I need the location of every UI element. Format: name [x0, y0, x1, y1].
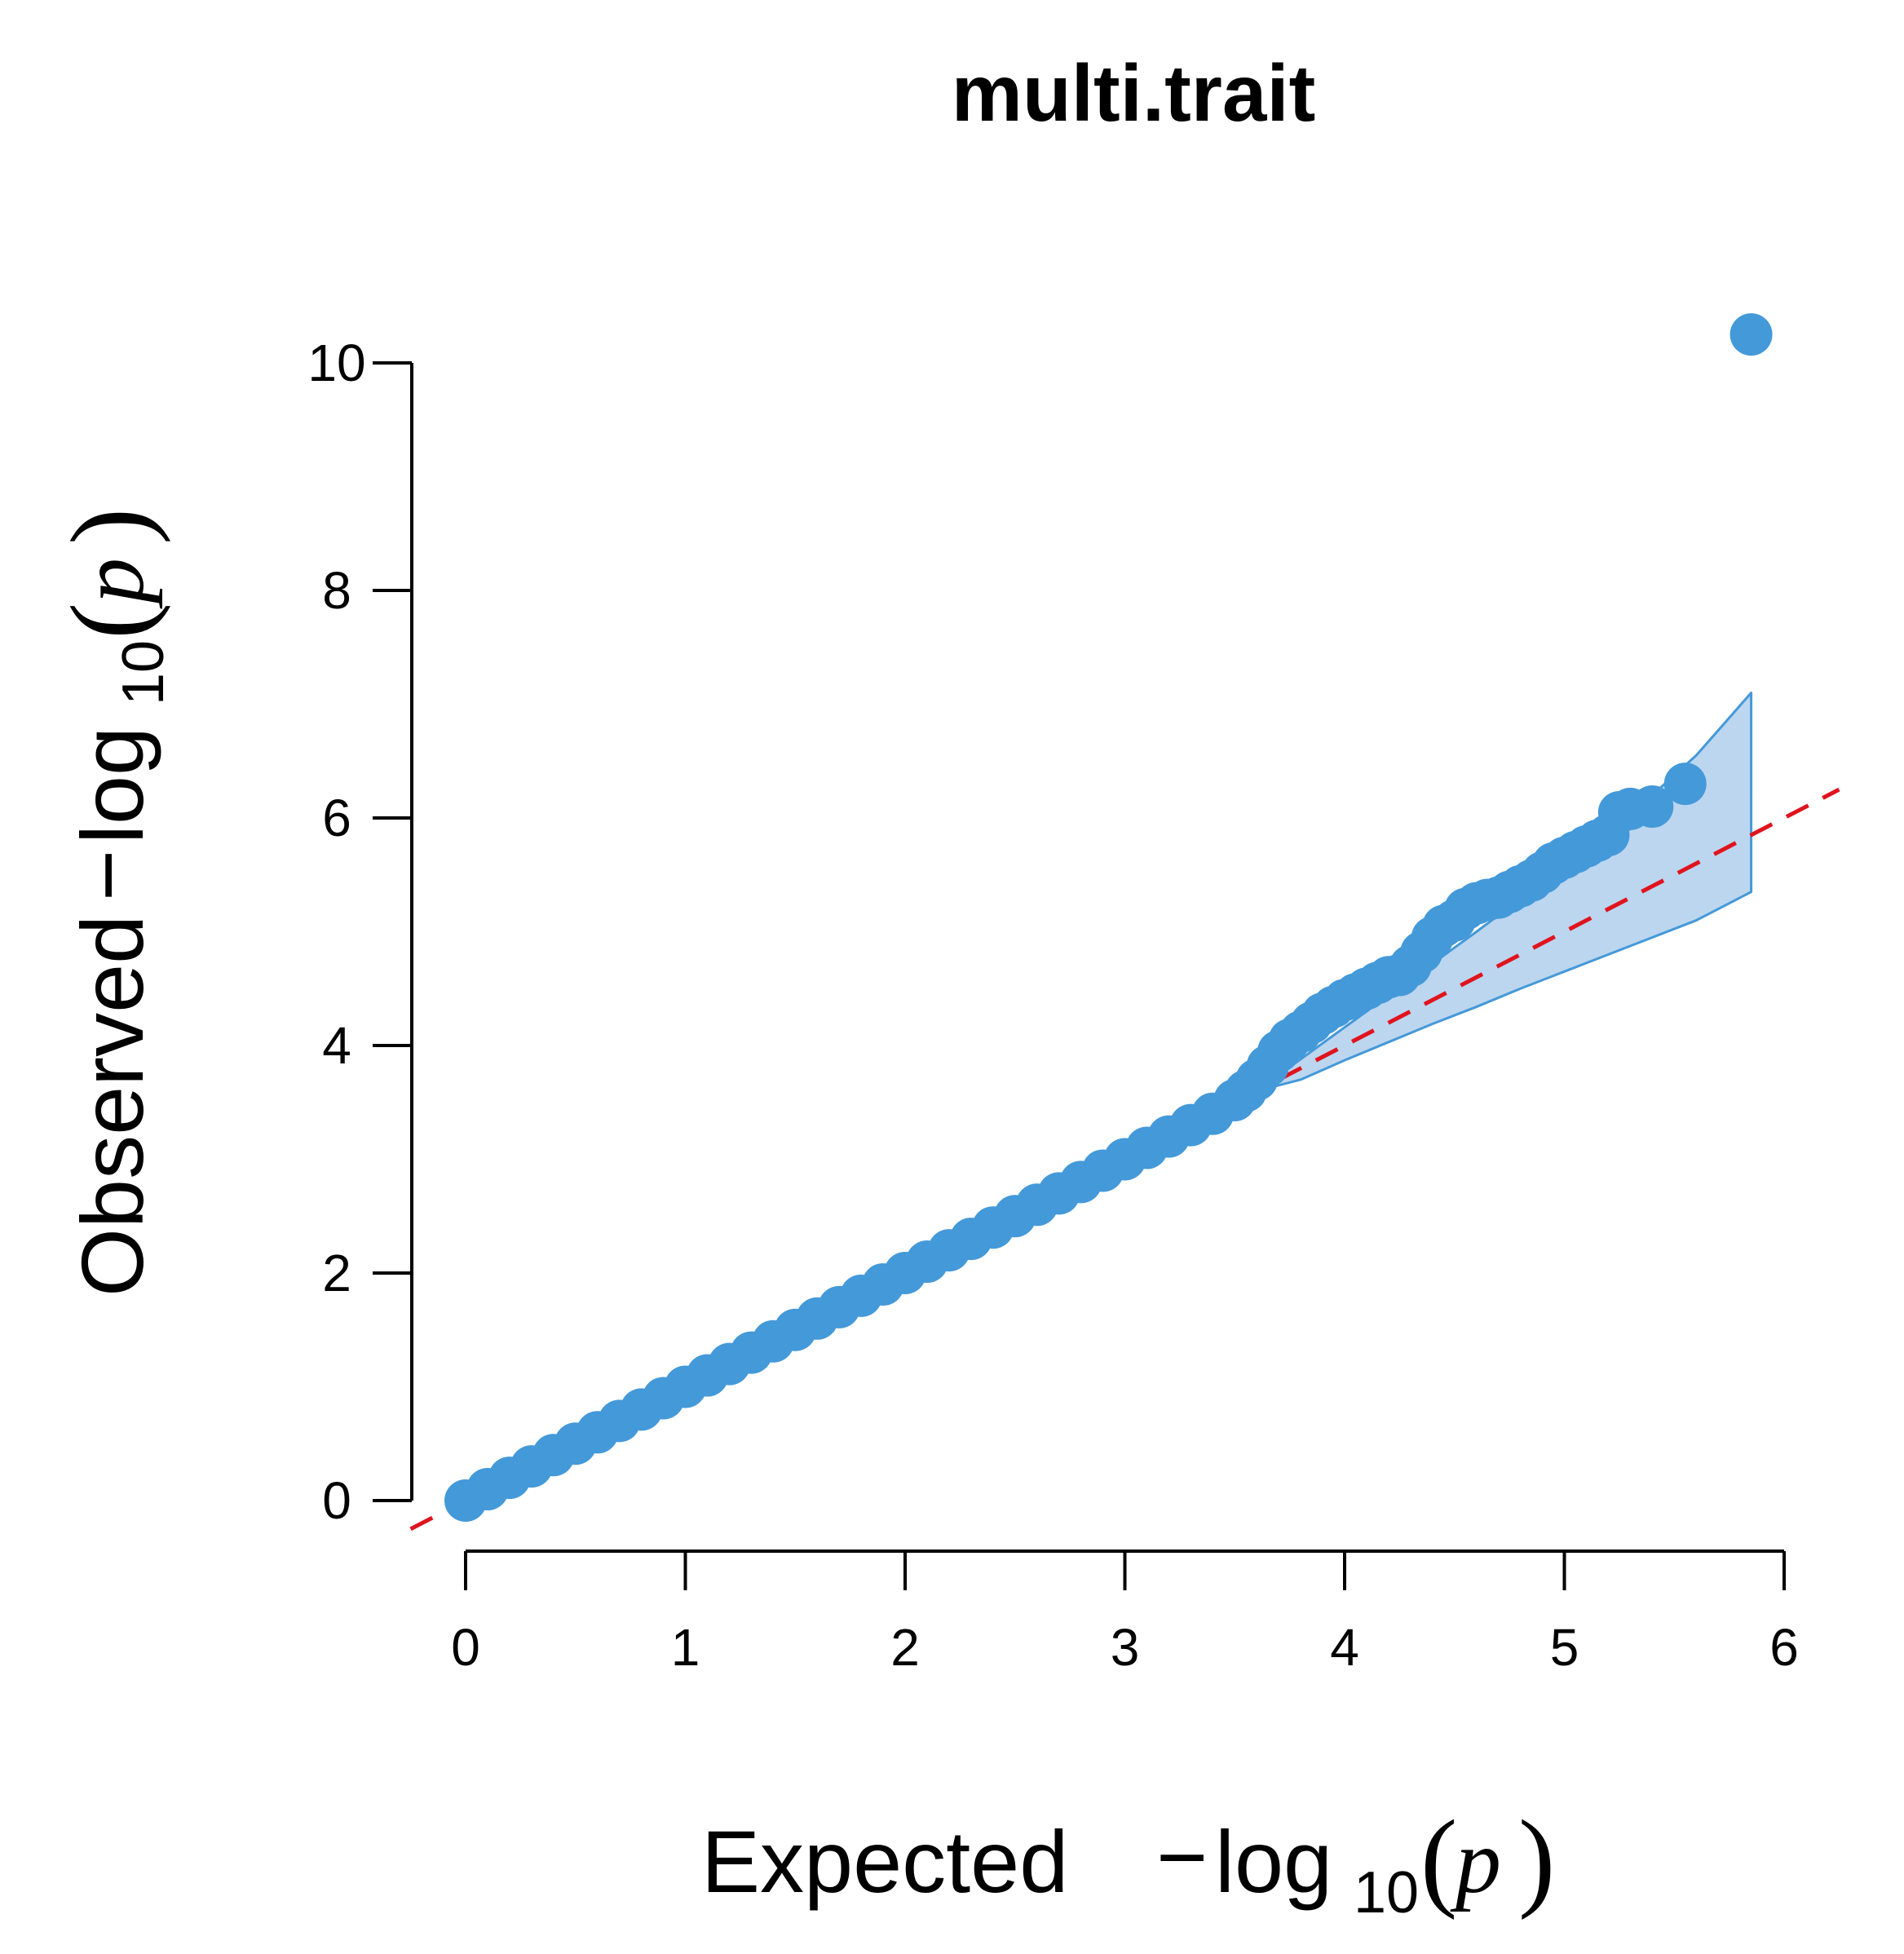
- x-tick-label: 0: [451, 1618, 480, 1677]
- axes: 0 2 4 6 8 10 0 1 2 3 4 5 6: [307, 334, 1798, 1677]
- data-point: [1631, 785, 1674, 829]
- x-tick-label: 3: [1111, 1618, 1140, 1677]
- y-axis-label-close-paren: ): [49, 508, 171, 545]
- y-tick-label: 10: [307, 334, 365, 392]
- y-axis-label-minus: −: [58, 850, 157, 901]
- y-tick-label: 6: [322, 789, 351, 847]
- y-axis-label-open-paren: (: [49, 603, 171, 639]
- data-point: [1663, 763, 1707, 806]
- x-axis-label-variable: p: [1450, 1811, 1501, 1912]
- x-tick-label: 1: [671, 1618, 700, 1677]
- y-axis-label: Observed − log 10 ( p ): [49, 508, 176, 1297]
- y-tick-label: 8: [322, 561, 351, 620]
- y-tick-label: 2: [322, 1244, 351, 1302]
- x-tick-label: 5: [1550, 1618, 1579, 1677]
- x-axis-label-prefix: Expected: [701, 1812, 1068, 1911]
- x-tick-label: 2: [890, 1618, 920, 1677]
- x-axis-label: Expected − log 10 ( p ): [701, 1798, 1555, 1925]
- y-axis-label-prefix: Observed: [63, 915, 161, 1297]
- x-tick-label: 4: [1330, 1618, 1359, 1677]
- y-axis-label-variable: p: [62, 558, 163, 609]
- data-point: [1730, 313, 1773, 356]
- chart-title: multi.trait: [952, 48, 1315, 138]
- y-tick-label: 0: [322, 1471, 351, 1530]
- y-axis-label-fn: log: [63, 727, 161, 844]
- y-axis-label-subscript: 10: [111, 640, 176, 705]
- x-axis-label-minus: −: [1156, 1807, 1208, 1906]
- x-axis-label-fn: log: [1215, 1812, 1332, 1911]
- x-axis-label-open-paren: (: [1420, 1798, 1457, 1921]
- x-axis-label-subscript: 10: [1354, 1860, 1419, 1925]
- x-axis-label-close-paren: ): [1518, 1798, 1555, 1921]
- y-tick-label: 4: [322, 1016, 351, 1075]
- x-tick-label: 6: [1769, 1618, 1799, 1677]
- plot-area: [409, 313, 1840, 1532]
